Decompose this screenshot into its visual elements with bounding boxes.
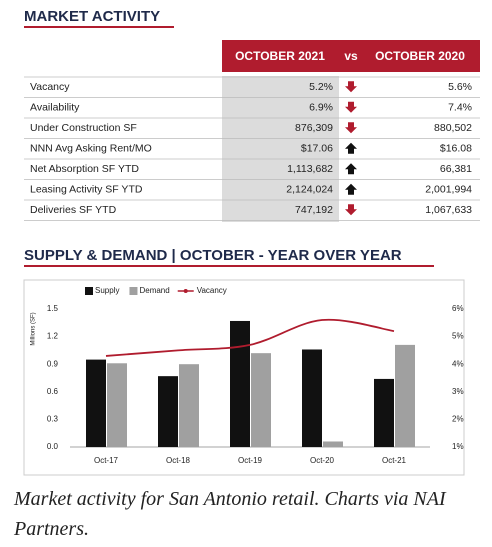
row-label: Vacancy [30, 81, 70, 93]
legend-swatch [85, 287, 93, 295]
row-label: Availability [30, 102, 80, 114]
current-value: 747,192 [295, 204, 333, 216]
chart-frame [23, 279, 465, 476]
bar [374, 378, 394, 447]
title-underline [24, 265, 434, 267]
x-tick-label: Oct-19 [238, 456, 263, 465]
legend-swatch [129, 287, 138, 295]
current-value: 876,309 [295, 122, 333, 134]
title-underline [24, 26, 174, 28]
trend-arrow-down [345, 122, 357, 134]
line [105, 318, 395, 357]
bar [323, 441, 343, 447]
previous-value: 66,381 [440, 163, 472, 175]
bar [302, 349, 322, 447]
y-axis-label: Millions (SF) [31, 312, 37, 345]
trend-arrow-down [345, 204, 357, 216]
x-tick-label: Oct-17 [94, 456, 119, 465]
y2-tick-label: 1% [452, 442, 464, 451]
x-tick-label: Oct-18 [166, 456, 191, 465]
bar [179, 364, 199, 447]
bar [251, 353, 271, 447]
bar [395, 344, 415, 447]
y-tick-label: 0.0 [47, 442, 59, 451]
trend-arrow-up [345, 163, 357, 175]
previous-value: 2,001,994 [425, 184, 472, 196]
current-column-bg [222, 76, 339, 222]
current-value: $17.06 [301, 143, 333, 155]
previous-value: 5.6% [448, 81, 472, 93]
y2-tick-label: 6% [452, 304, 464, 313]
previous-value: 880,502 [434, 122, 472, 134]
caption: Market activity for San Antonio retail. … [14, 488, 446, 540]
bar [86, 359, 106, 447]
y2-tick-label: 3% [452, 387, 464, 396]
row-label: NNN Avg Asking Rent/MO [30, 143, 152, 155]
column-header: OCTOBER 2020 [375, 49, 465, 63]
y-tick-label: 1.5 [47, 304, 59, 313]
trend-arrow-down [345, 101, 357, 113]
trend-arrow-up [345, 183, 357, 195]
previous-value: $16.08 [440, 143, 472, 155]
document: MARKET ACTIVITY SUPPLY & DEMAND | OCTOBE… [23, 8, 480, 476]
current-value: 2,124,024 [286, 184, 333, 196]
y-tick-label: 1.2 [47, 332, 59, 341]
column-header: vs [344, 49, 358, 63]
previous-value: 1,067,633 [425, 204, 472, 216]
current-value: 6.9% [309, 102, 333, 114]
header-band [222, 40, 480, 72]
bar [107, 363, 127, 447]
section-title: MARKET ACTIVITY [24, 8, 160, 25]
x-tick-label: Oct-20 [310, 456, 335, 465]
y-tick-label: 0.9 [47, 359, 59, 368]
legend-label: Demand [139, 286, 169, 295]
legend-label: Vacancy [197, 286, 227, 295]
row-label: Under Construction SF [30, 122, 137, 134]
current-value: 5.2% [309, 81, 333, 93]
bar [230, 320, 250, 447]
trend-arrow-up [345, 142, 357, 154]
previous-value: 7.4% [448, 102, 472, 114]
row-label: Deliveries SF YTD [30, 204, 117, 216]
x-tick-label: Oct-21 [382, 456, 407, 465]
trend-arrow-down [345, 81, 357, 93]
y2-tick-label: 5% [452, 332, 464, 341]
column-header: OCTOBER 2021 [235, 49, 325, 63]
y-tick-label: 0.6 [47, 387, 59, 396]
y2-tick-label: 4% [452, 359, 464, 368]
bar [158, 376, 178, 447]
legend-dot [183, 289, 188, 293]
row-label: Leasing Activity SF YTD [30, 184, 143, 196]
legend-label: Supply [95, 286, 119, 295]
chart-title: SUPPLY & DEMAND | OCTOBER - YEAR OVER YE… [24, 247, 402, 264]
row-label: Net Absorption SF YTD [30, 163, 139, 175]
y2-tick-label: 2% [452, 415, 464, 424]
y-tick-label: 0.3 [47, 415, 59, 424]
current-value: 1,113,682 [287, 163, 333, 175]
